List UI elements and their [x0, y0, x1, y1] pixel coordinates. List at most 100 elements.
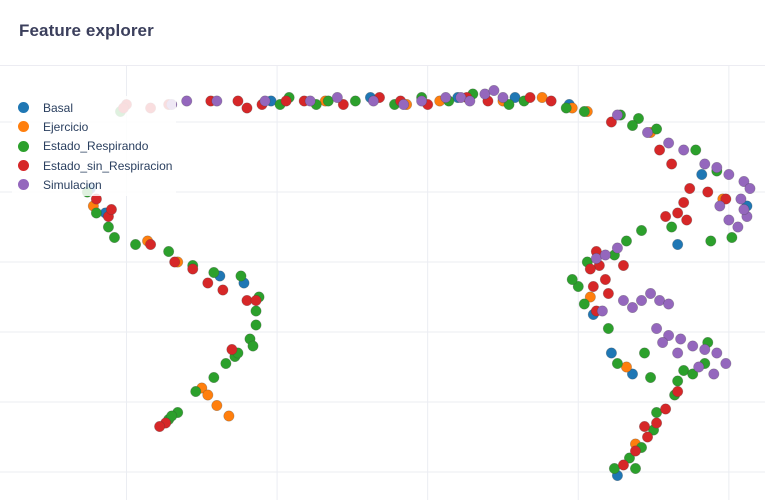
point-estado-sin-respiracion[interactable] [145, 239, 157, 251]
point-estado-respirando[interactable] [578, 298, 590, 310]
point-simulacion[interactable] [181, 95, 193, 107]
point-simulacion[interactable] [211, 95, 223, 107]
point-estado-respirando[interactable] [250, 319, 262, 331]
point-simulacion[interactable] [611, 109, 623, 121]
point-estado-sin-respiracion[interactable] [642, 431, 654, 443]
point-estado-respirando[interactable] [705, 235, 717, 247]
point-simulacion[interactable] [642, 126, 654, 138]
point-simulacion[interactable] [259, 95, 271, 107]
point-ejercicio[interactable] [202, 389, 214, 401]
point-estado-sin-respiracion[interactable] [202, 277, 214, 289]
legend-item-estado-sin-respiracion[interactable]: Estado_sin_Respiracion [14, 156, 172, 175]
point-simulacion[interactable] [304, 95, 316, 107]
point-simulacion[interactable] [636, 295, 648, 307]
legend-item-ejercicio[interactable]: Ejercicio [14, 117, 172, 136]
point-ejercicio[interactable] [584, 291, 596, 303]
point-estado-sin-respiracion[interactable] [702, 186, 714, 198]
point-estado-respirando[interactable] [690, 144, 702, 156]
point-estado-sin-respiracion[interactable] [599, 274, 611, 286]
point-estado-respirando[interactable] [666, 221, 678, 233]
point-simulacion[interactable] [672, 347, 684, 359]
point-simulacion[interactable] [596, 305, 608, 317]
point-estado-respirando[interactable] [108, 232, 120, 244]
point-simulacion[interactable] [663, 137, 675, 149]
point-simulacion[interactable] [675, 333, 687, 345]
point-estado-sin-respiracion[interactable] [226, 343, 238, 355]
point-estado-respirando[interactable] [578, 105, 590, 117]
point-simulacion[interactable] [735, 193, 747, 205]
point-estado-sin-respiracion[interactable] [154, 420, 166, 432]
point-basal[interactable] [696, 169, 708, 181]
point-estado-respirando[interactable] [208, 371, 220, 383]
point-simulacion[interactable] [599, 249, 611, 261]
point-estado-sin-respiracion[interactable] [545, 95, 557, 107]
point-estado-sin-respiracion[interactable] [651, 417, 663, 429]
point-simulacion[interactable] [744, 183, 756, 195]
point-estado-sin-respiracion[interactable] [672, 385, 684, 397]
point-estado-sin-respiracion[interactable] [605, 116, 617, 128]
point-estado-respirando[interactable] [250, 305, 262, 317]
point-estado-sin-respiracion[interactable] [602, 288, 614, 300]
point-estado-sin-respiracion[interactable] [681, 214, 693, 226]
point-estado-respirando[interactable] [163, 246, 175, 258]
point-simulacion[interactable] [720, 357, 732, 369]
point-simulacion[interactable] [723, 169, 735, 181]
point-simulacion[interactable] [699, 343, 711, 355]
point-simulacion[interactable] [708, 368, 720, 380]
point-estado-sin-respiracion[interactable] [280, 95, 292, 107]
point-estado-sin-respiracion[interactable] [105, 204, 117, 216]
point-estado-sin-respiracion[interactable] [672, 207, 684, 219]
point-estado-respirando[interactable] [645, 371, 657, 383]
point-estado-sin-respiracion[interactable] [666, 158, 678, 170]
point-basal[interactable] [626, 368, 638, 380]
point-estado-sin-respiracion[interactable] [660, 211, 672, 223]
point-simulacion[interactable] [398, 98, 410, 110]
plot-area[interactable] [0, 66, 765, 500]
point-estado-respirando[interactable] [623, 452, 635, 464]
point-simulacion[interactable] [711, 347, 723, 359]
point-estado-respirando[interactable] [102, 221, 114, 233]
point-estado-sin-respiracion[interactable] [629, 445, 641, 457]
point-estado-respirando[interactable] [166, 410, 178, 422]
point-estado-respirando[interactable] [629, 462, 641, 474]
point-simulacion[interactable] [699, 158, 711, 170]
point-estado-respirando[interactable] [687, 368, 699, 380]
point-estado-sin-respiracion[interactable] [678, 197, 690, 209]
point-simulacion[interactable] [663, 329, 675, 341]
point-basal[interactable] [672, 239, 684, 251]
point-estado-respirando[interactable] [639, 347, 651, 359]
point-simulacion[interactable] [488, 84, 500, 96]
point-estado-respirando[interactable] [620, 235, 632, 247]
point-estado-sin-respiracion[interactable] [250, 295, 262, 307]
scatter-chart[interactable] [0, 66, 765, 500]
point-estado-respirando[interactable] [190, 385, 202, 397]
legend-item-estado-respirando[interactable]: Estado_Respirando [14, 137, 172, 156]
point-simulacion[interactable] [678, 144, 690, 156]
legend-item-simulacion[interactable]: Simulacion [14, 175, 172, 194]
point-ejercicio[interactable] [223, 410, 235, 422]
point-simulacion[interactable] [416, 95, 428, 107]
point-estado-sin-respiracion[interactable] [187, 263, 199, 275]
point-estado-respirando[interactable] [247, 340, 259, 352]
point-estado-sin-respiracion[interactable] [660, 403, 672, 415]
point-estado-respirando[interactable] [626, 119, 638, 131]
legend-item-basal[interactable]: Basal [14, 98, 172, 117]
point-simulacion[interactable] [663, 298, 675, 310]
point-simulacion[interactable] [626, 302, 638, 314]
point-estado-sin-respiracion[interactable] [337, 98, 349, 110]
point-estado-sin-respiracion[interactable] [169, 256, 181, 268]
point-estado-respirando[interactable] [560, 102, 572, 114]
point-estado-respirando[interactable] [572, 281, 584, 293]
point-estado-respirando[interactable] [633, 112, 645, 124]
point-estado-respirando[interactable] [130, 239, 142, 251]
point-estado-respirando[interactable] [90, 207, 102, 219]
point-basal[interactable] [605, 347, 617, 359]
point-estado-sin-respiracion[interactable] [639, 420, 651, 432]
point-estado-sin-respiracion[interactable] [617, 459, 629, 471]
point-estado-respirando[interactable] [220, 357, 232, 369]
point-simulacion[interactable] [714, 200, 726, 212]
point-simulacion[interactable] [738, 176, 750, 188]
point-simulacion[interactable] [711, 162, 723, 174]
point-estado-sin-respiracion[interactable] [584, 263, 596, 275]
point-simulacion[interactable] [367, 95, 379, 107]
